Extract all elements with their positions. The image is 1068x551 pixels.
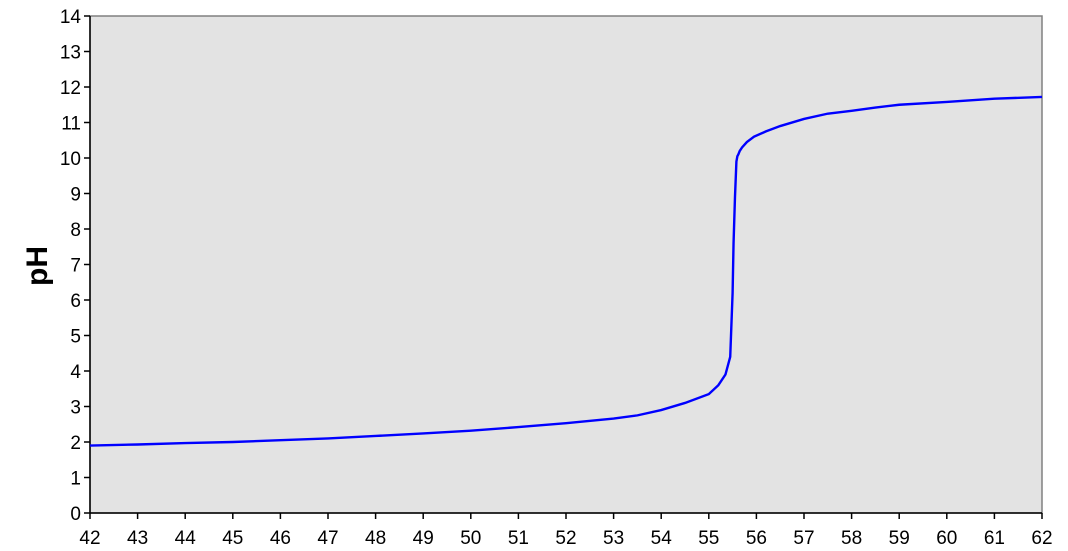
x-axis-ticks (89, 513, 1043, 519)
y-tick-label: 0 (70, 504, 81, 525)
x-tick-label: 60 (936, 528, 957, 549)
x-tick-label: 57 (793, 528, 814, 549)
x-tick-label: 45 (222, 528, 243, 549)
y-tick-label: 3 (70, 398, 81, 419)
x-tick-label: 44 (175, 528, 197, 549)
x-tick-label: 49 (413, 528, 434, 549)
plot-area (89, 15, 1043, 514)
y-tick-label: 13 (60, 43, 81, 64)
x-tick-label: 48 (365, 528, 386, 549)
x-tick-label: 43 (127, 528, 148, 549)
x-tick-label: 58 (841, 528, 862, 549)
x-tick-label: 51 (508, 528, 529, 549)
y-axis-ticks (84, 15, 90, 514)
y-tick-label: 9 (70, 185, 81, 206)
ph-curve-line (89, 95, 1043, 447)
y-tick-label: 5 (70, 327, 81, 348)
x-tick-label: 55 (698, 528, 719, 549)
x-tick-label: 54 (651, 528, 673, 549)
x-tick-label: 47 (317, 528, 338, 549)
y-tick-label: 14 (60, 7, 82, 28)
y-tick-label: 11 (61, 114, 81, 135)
x-tick-label: 52 (555, 528, 576, 549)
x-tick-label: 62 (1031, 528, 1052, 549)
x-tick-label: 42 (79, 528, 100, 549)
x-tick-label: 50 (460, 528, 481, 549)
x-tick-label: 56 (746, 528, 767, 549)
y-tick-label: 4 (70, 362, 81, 383)
x-tick-label: 46 (270, 528, 291, 549)
y-tick-label: 2 (70, 433, 81, 454)
y-tick-label: 7 (70, 256, 81, 277)
y-tick-label: 8 (70, 220, 81, 241)
x-axis-tick-labels: 42 43 44 45 46 47 48 49 50 51 52 53 54 55 56 57 58 59 60 61… (79, 528, 1052, 549)
x-tick-label: 53 (603, 528, 624, 549)
y-tick-label: 12 (60, 78, 81, 99)
y-tick-label: 1 (70, 469, 81, 490)
x-tick-label: 61 (984, 528, 1005, 549)
y-axis-label: pH (21, 246, 54, 286)
y-tick-label: 6 (70, 291, 81, 312)
x-tick-label: 59 (889, 528, 910, 549)
y-tick-label: 10 (60, 149, 81, 170)
